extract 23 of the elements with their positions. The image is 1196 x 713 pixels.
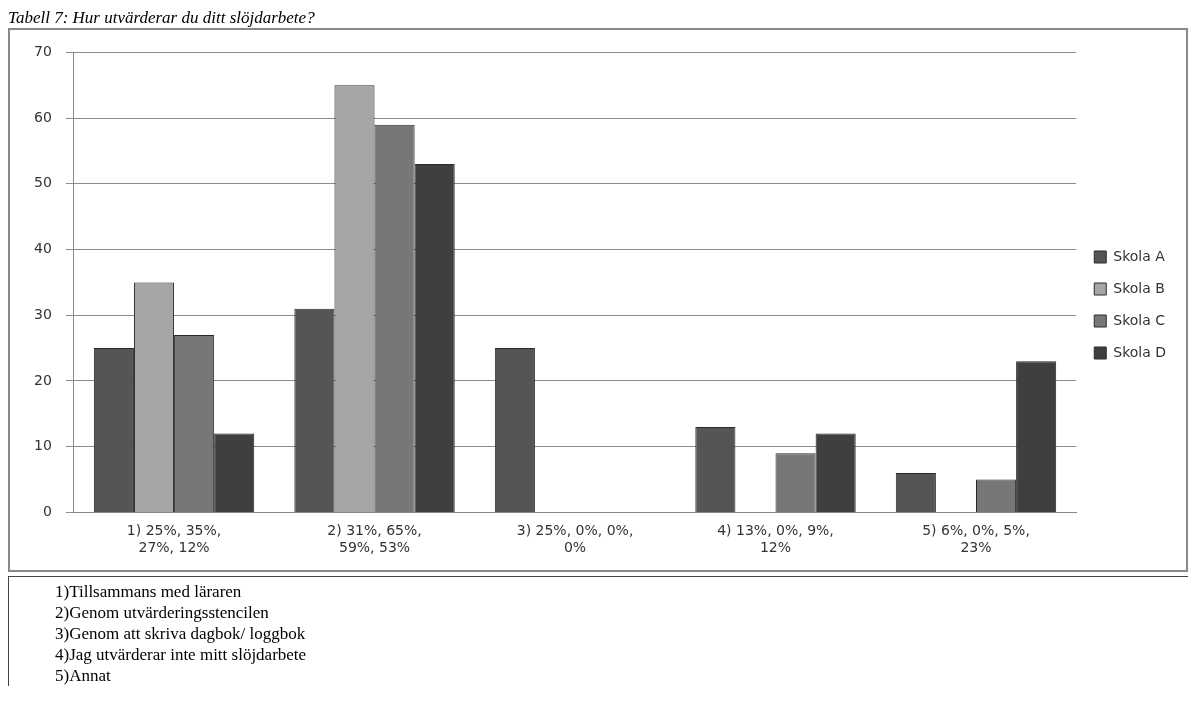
text: 5)Annat (55, 665, 112, 686)
x-tick-label: 1) 25%, 35%, 27%, 12% (126, 522, 222, 556)
legend-label: Skola B (1113, 279, 1165, 296)
x-tick-label: 5) 6%, 0%, 5%, 23% (922, 522, 1030, 556)
y-tick-label: 0 (42, 503, 52, 520)
text: 3)Genom att skriva dagbok/ loggbok (55, 623, 307, 644)
y-tick-label: 30 (33, 305, 52, 322)
text: 1)Tillsammans med läraren (55, 581, 243, 602)
y-tick-label: 10 (33, 437, 52, 454)
y-tick-label: 40 (33, 240, 52, 257)
x-tick-label: 4) 13%, 0%, 9%, 12% (717, 522, 834, 556)
x-tick-label: 3) 25%, 0%, 0%, 0% (516, 522, 634, 556)
y-tick-label: 50 (33, 174, 52, 191)
y-tick-label: 60 (33, 108, 52, 125)
x-tick-label: 2) 31%, 65%, 59%, 53% (327, 522, 422, 556)
legend-label: Skola D (1113, 343, 1167, 360)
chart-title: Tabell 7: Hur utvärderar du ditt slöjdarbete? (8, 8, 316, 28)
legend-label: Skola C (1113, 311, 1166, 328)
y-tick-label: 20 (33, 371, 52, 388)
text: 2)Genom utvärderingsstencilen (55, 602, 270, 623)
legend-label: Skola A (1113, 247, 1166, 264)
y-tick-label: 70 (33, 43, 52, 60)
text: 4)Jag utvärderar inte mitt slöjdarbete (55, 644, 308, 665)
